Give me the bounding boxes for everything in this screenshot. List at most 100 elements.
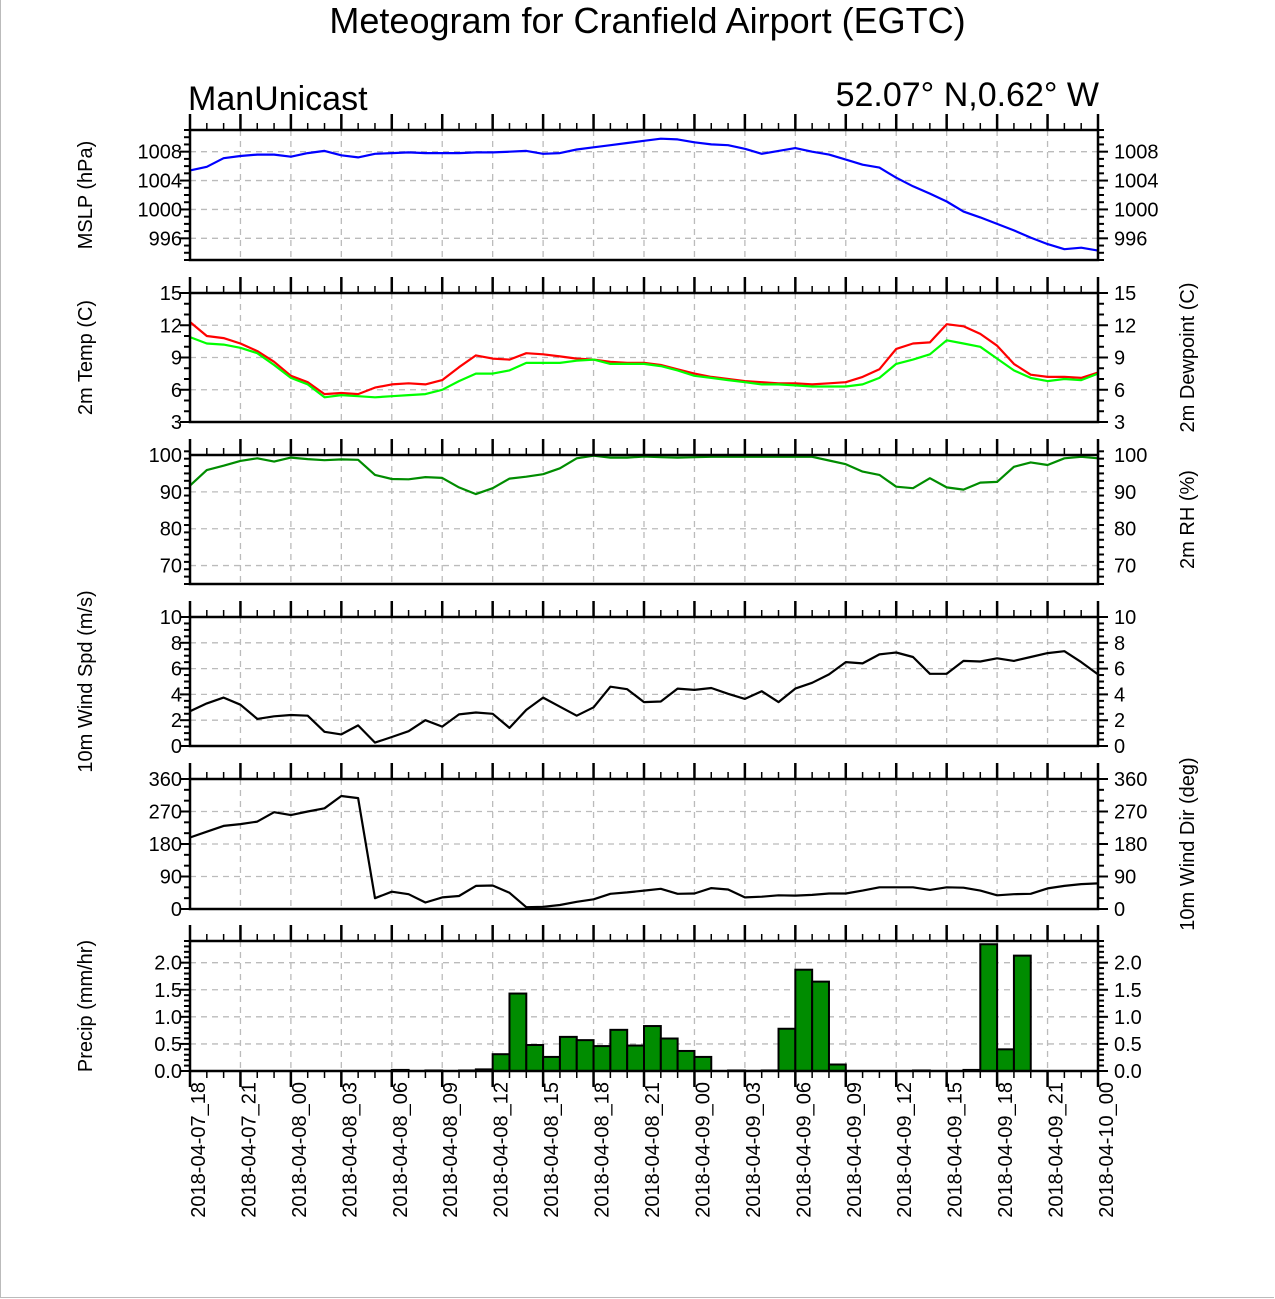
y-tick-label-left: 270	[149, 802, 182, 824]
panel-temp: 3 3 6 6 9 9 12 12 15 15 2m Temp (C) 2m Dewpoint (C)	[75, 277, 1199, 434]
y-tick-label-right: 6	[1114, 659, 1125, 681]
y-axis-title-left: 10m Wind Spd (m/s)	[75, 590, 97, 772]
y-tick-label-right: 0.5	[1114, 1034, 1142, 1056]
precip-bar	[643, 1025, 662, 1072]
panel-wdir: 0 0 90 90 180 180 270 270 360 360 10m Wind Dir (de…	[149, 757, 1199, 930]
y-tick-label-right: 0.0	[1114, 1061, 1142, 1083]
chart-title: Meteogram for Cranfield Airport (EGTC)	[329, 0, 966, 41]
y-axis-title-right: 2m RH (%)	[1177, 470, 1199, 569]
y-tick-label-right: 90	[1114, 867, 1136, 889]
precip-bar	[693, 1055, 713, 1072]
precip-bar	[811, 980, 830, 1072]
y-tick-label-right: 2.0	[1114, 953, 1142, 975]
precip-bar	[777, 1027, 797, 1072]
y-tick-label-left: 80	[160, 519, 182, 541]
panel-border	[188, 615, 1100, 748]
y-tick-label-right: 8	[1114, 633, 1125, 655]
x-tick-label: 2018-04-09_09	[844, 1082, 866, 1218]
y-tick-label-left: 10	[160, 607, 182, 629]
y-axis-title-left: MSLP (hPa)	[75, 141, 97, 250]
x-tick-label: 2018-04-09_21	[1046, 1082, 1068, 1218]
y-tick-label-right: 996	[1114, 228, 1147, 250]
model-name: ManUnicast	[188, 80, 368, 118]
location-coordinates: 52.07° N,0.62° W	[835, 76, 1099, 114]
x-tick-label: 2018-04-08_12	[491, 1082, 513, 1218]
y-tick-label-right: 70	[1114, 556, 1136, 578]
y-axis-title-right: 2m Dewpoint (C)	[1177, 282, 1199, 432]
y-tick-label-right: 9	[1114, 348, 1125, 370]
precip-bar	[542, 1055, 561, 1072]
y-tick-label-left: 1.5	[154, 980, 182, 1002]
y-axis-title-left: Precip (mm/hr)	[75, 940, 97, 1072]
y-tick-label-right: 10	[1114, 607, 1136, 629]
x-tick-label: 2018-04-08_18	[592, 1082, 614, 1218]
y-tick-label-left: 70	[160, 556, 182, 578]
y-tick-label-left: 90	[160, 867, 182, 889]
y-tick-label-right: 0	[1114, 736, 1125, 758]
y-tick-label-right: 0	[1114, 899, 1125, 921]
x-tick-label: 2018-04-08_00	[289, 1082, 311, 1218]
y-tick-label-left: 0.5	[154, 1034, 182, 1056]
panel-mslp: 996 996 1000 1000 1004 1004 1008 1008 MSLP (hPa)	[75, 114, 1159, 262]
y-tick-label-left: 1004	[138, 171, 183, 193]
y-tick-label-left: 0	[171, 899, 182, 921]
y-tick-label-left: 100	[149, 445, 182, 467]
series-line-10m-wind-spd	[189, 650, 1099, 744]
precip-bar	[491, 1053, 511, 1073]
y-tick-label-right: 1004	[1114, 171, 1159, 193]
x-tick-label: 2018-04-10_00	[1096, 1082, 1118, 1218]
x-tick-label: 2018-04-09_00	[692, 1082, 714, 1218]
y-tick-label-right: 1.5	[1114, 980, 1142, 1002]
panel-precip: 0.0 0.0 0.5 0.5 1.0 1.0 1.5 1.5 2.0 2.0 Precip (mm…	[75, 925, 1142, 1087]
precip-bar	[794, 968, 814, 1072]
y-tick-label-right: 100	[1114, 445, 1147, 467]
precip-bar	[575, 1039, 595, 1072]
y-tick-label-right: 180	[1114, 834, 1147, 856]
precip-bar	[558, 1035, 578, 1072]
y-tick-label-left: 2.0	[154, 953, 182, 975]
precip-bar	[1012, 954, 1032, 1072]
y-tick-label-right: 3	[1114, 412, 1125, 434]
precip-bar	[508, 992, 528, 1073]
precip-bar	[609, 1028, 629, 1073]
series-line-2m-rh	[189, 454, 1099, 496]
precip-bar	[979, 943, 999, 1072]
x-tick-label: 2018-04-08_06	[390, 1082, 412, 1218]
x-tick-label: 2018-04-08_09	[440, 1082, 462, 1218]
panel-wspd: 0 0 2 2 4 4 6 6 8 8 10 10 10m Wind Spd (m/s)	[75, 590, 1136, 772]
y-tick-label-right: 12	[1114, 315, 1136, 337]
y-tick-label-left: 8	[171, 633, 182, 655]
y-axis-title-left: 2m Temp (C)	[75, 300, 97, 415]
y-tick-label-right: 80	[1114, 519, 1136, 541]
x-tick-label: 2018-04-09_15	[945, 1082, 967, 1218]
y-tick-label-left: 15	[160, 283, 182, 305]
precip-bar	[676, 1049, 696, 1073]
x-tick-label: 2018-04-09_12	[894, 1082, 916, 1218]
y-tick-label-left: 9	[171, 348, 182, 370]
y-tick-label-right: 90	[1114, 482, 1136, 504]
precip-bar	[996, 1048, 1015, 1073]
precip-bar	[626, 1044, 645, 1072]
y-tick-label-left: 3	[171, 412, 182, 434]
y-tick-label-left: 1.0	[154, 1007, 182, 1029]
y-tick-label-right: 2	[1114, 710, 1125, 732]
y-tick-label-right: 360	[1114, 769, 1147, 791]
y-tick-label-left: 180	[149, 834, 182, 856]
y-tick-label-left: 996	[149, 228, 182, 250]
x-tick-label: 2018-04-09_06	[793, 1082, 815, 1218]
precip-bar	[659, 1037, 679, 1072]
x-tick-label: 2018-04-09_03	[743, 1082, 765, 1218]
y-axis-title-right: 10m Wind Dir (deg)	[1177, 757, 1199, 930]
x-tick-label: 2018-04-08_21	[642, 1082, 664, 1218]
y-tick-label-right: 1.0	[1114, 1007, 1142, 1029]
y-tick-label-left: 12	[160, 315, 182, 337]
y-tick-label-left: 6	[171, 380, 182, 402]
y-tick-label-right: 15	[1114, 283, 1136, 305]
y-tick-label-right: 4	[1114, 684, 1125, 706]
panel-rh: 70 70 80 80 90 90 100 100 2m RH (%)	[149, 439, 1199, 586]
y-tick-label-left: 1000	[138, 199, 183, 221]
x-tick-label: 2018-04-08_03	[339, 1082, 361, 1218]
y-tick-label-right: 6	[1114, 380, 1125, 402]
